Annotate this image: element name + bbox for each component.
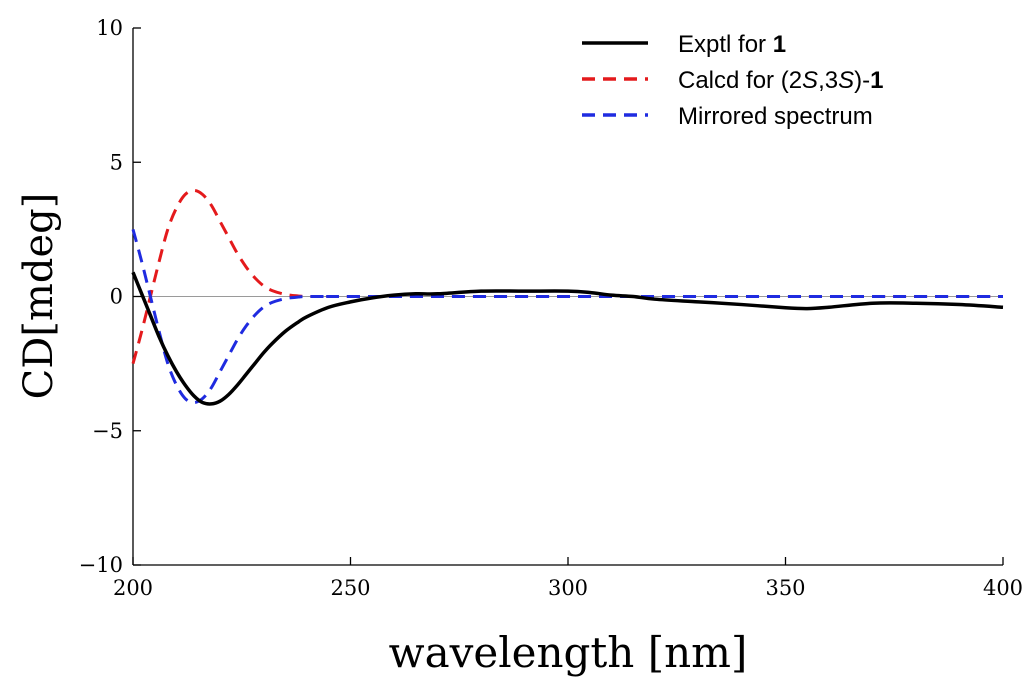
x-axis-title: wavelength [nm] [389, 628, 748, 677]
series-exptl-line [131, 271, 1004, 406]
y-tick-label: 5 [110, 150, 123, 174]
series-mirrored-line [131, 228, 1003, 405]
y-tick-label: −10 [79, 553, 123, 577]
y-tick-label: 10 [96, 16, 123, 40]
x-tick-label: 200 [113, 576, 153, 600]
legend-label-mirrored: Mirrored spectrum [678, 103, 873, 130]
plot-area: −10 −5 0 5 10 200 250 300 350 400 [79, 16, 1023, 600]
legend-label-exptl: Exptl for 1 [678, 31, 786, 58]
x-tick-label: 250 [330, 576, 370, 600]
x-tick-label: 300 [548, 576, 588, 600]
legend-label-calcd: Calcd for (2S,3S)-1 [678, 67, 883, 94]
y-axis-title: CD[mdeg] [16, 193, 62, 400]
y-axis-ticks: −10 −5 0 5 10 [79, 16, 141, 577]
y-tick-label: 0 [110, 285, 123, 309]
legend: Exptl for 1 Calcd for (2S,3S)-1 Mirrored… [582, 31, 883, 130]
x-tick-label: 350 [765, 576, 805, 600]
x-axis-ticks: 200 250 300 350 400 [113, 557, 1023, 600]
x-tick-label: 400 [983, 576, 1023, 600]
data-series [131, 188, 1004, 406]
series-calcd-line [131, 188, 1003, 365]
y-tick-label: −5 [92, 419, 123, 443]
